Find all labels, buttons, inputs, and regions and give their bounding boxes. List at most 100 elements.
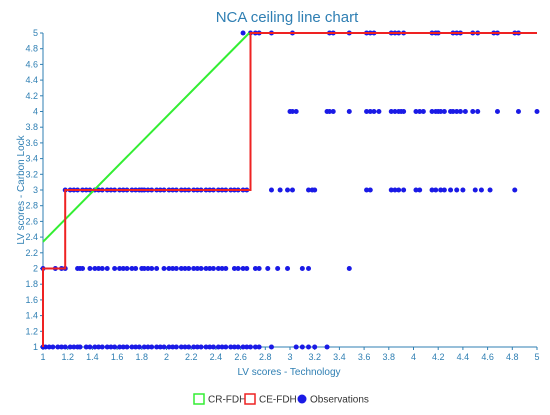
observation-point [433,187,439,193]
observation-point [346,109,352,114]
observation-point [87,344,93,350]
observation-point [487,187,493,193]
observation-point [289,187,295,193]
observation-point [219,344,225,350]
observation-point [327,109,333,114]
legend-swatch-observations [297,394,307,404]
observation-point [112,266,118,271]
observation-point [207,344,213,350]
observation-point [376,109,382,114]
observation-point [448,187,454,193]
y-tick-label: 3.8 [25,122,38,132]
observation-point [207,266,213,271]
observation-point [80,266,86,271]
x-tick-label: 1 [40,352,45,362]
chart-title: NCA ceiling line chart [216,9,359,26]
observation-point [252,266,258,271]
observation-point [55,344,61,350]
observations-series [40,30,540,350]
observation-point [104,266,110,271]
x-tick-label: 5 [534,352,539,362]
observation-point [96,344,102,350]
observation-point [145,266,151,271]
observation-point [396,187,402,193]
observation-point [170,344,176,350]
observation-point [46,344,52,350]
observation-point [117,266,123,271]
x-tick-label: 4.6 [481,352,494,362]
observation-point [244,344,250,350]
legend-swatch-cr-fdh [193,393,205,405]
y-tick-label: 1 [33,342,38,352]
observation-point [494,109,500,114]
observation-point [420,109,426,114]
x-axis-label: LV scores - Technology [237,367,340,378]
observation-point [99,266,105,271]
observation-point [194,344,200,350]
observation-point [92,344,98,350]
y-tick-label: 4 [33,107,38,117]
observation-point [203,266,209,271]
observation-point [157,344,163,350]
observation-point [392,187,398,193]
observation-point [170,266,176,271]
y-tick-label: 4.6 [25,59,38,69]
observation-point [161,266,167,271]
observation-point [182,344,188,350]
observation-point [182,266,188,271]
observation-point [364,109,370,114]
x-tick-label: 2.4 [210,352,223,362]
x-tick-label: 4.2 [432,352,445,362]
x-tick-label: 1.4 [86,352,99,362]
y-tick-label: 4.2 [25,91,38,101]
y-tick-label: 2.6 [25,216,38,226]
observation-point [256,344,262,350]
observation-point [210,266,216,271]
x-tick-label: 3 [287,352,292,362]
observation-point [141,266,147,271]
observation-point [145,344,151,350]
observation-point [462,109,468,114]
observation-point [154,266,160,271]
observation-point [346,266,352,271]
observation-point [429,187,435,193]
observation-point [96,266,102,271]
observation-point [129,344,135,350]
observation-point [129,266,135,271]
observation-point [450,109,456,114]
y-tick-label: 5 [33,28,38,38]
y-tick-label: 2.2 [25,248,38,258]
observation-point [388,109,394,114]
ce-fdh-line [42,32,537,347]
observation-point [173,344,179,350]
observation-point [210,344,216,350]
observation-point [117,344,123,350]
observation-point [215,266,221,271]
observation-point [191,266,197,271]
observation-point [149,266,155,271]
observation-point [87,266,93,271]
observation-point [231,344,237,350]
y-tick-label: 2.4 [25,232,38,242]
observation-point [235,344,241,350]
observation-point [124,344,130,350]
observation-point [178,344,184,350]
observation-point [312,187,318,193]
observation-point [166,344,172,350]
x-tick-label: 4 [411,352,416,362]
y-axis-ticks: 1 1.2 1.4 1.6 1.8 2 2.2 2.4 2.6 2.8 3 3.2 3.4 3.6 3.8 4… [25,28,43,352]
observation-point [512,187,518,193]
observation-point [299,344,305,350]
observation-point [178,266,184,271]
observation-point [154,344,160,350]
observation-point [371,109,377,114]
observation-point [247,344,253,350]
series-layer [40,30,540,350]
observation-point [534,109,540,114]
observation-point [256,266,262,271]
observation-point [312,344,318,350]
y-tick-label: 3.4 [25,154,38,164]
observation-point [364,187,370,193]
observation-point [59,344,65,350]
observation-point [173,266,179,271]
